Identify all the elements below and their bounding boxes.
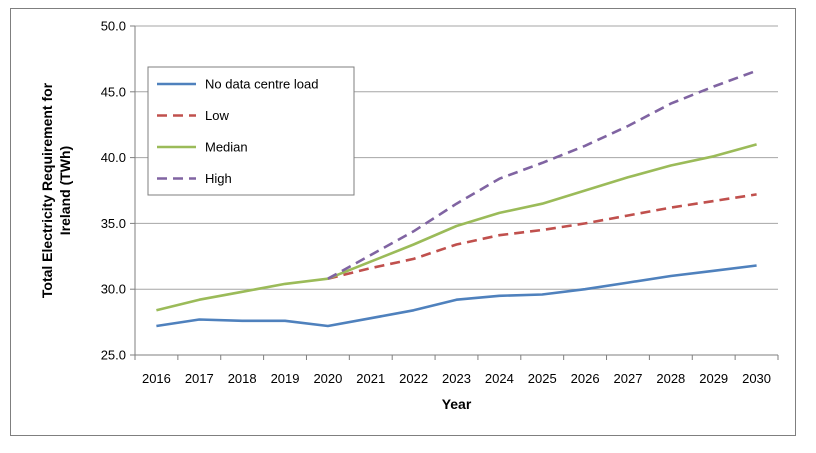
legend: No data centre load Low Median High (147, 66, 355, 196)
x-tick-label: 2019 (271, 371, 300, 386)
legend-label-2: Median (205, 140, 248, 155)
x-tick-label: 2029 (699, 371, 728, 386)
x-axis-title: Year (442, 396, 472, 412)
y-tick-label: 30.0 (101, 282, 126, 297)
series-line-0 (156, 264, 757, 328)
x-tick-label: 2018 (228, 371, 257, 386)
x-tick-label: 2027 (614, 371, 643, 386)
x-tick-label: 2026 (571, 371, 600, 386)
x-tick-label: 2023 (442, 371, 471, 386)
chart-frame (10, 8, 796, 436)
legend-label-0: No data centre load (205, 77, 318, 92)
y-tick-label: 35.0 (101, 216, 126, 231)
x-tick-label: 2025 (528, 371, 557, 386)
x-tick-label: 2020 (313, 371, 342, 386)
x-tick-labels: 2016 2017 2018 2019 2020 2021 2022 2023 2024 2025… (134, 355, 779, 386)
x-tick-label: 2030 (742, 371, 771, 386)
y-tick-label: 40.0 (101, 150, 126, 165)
series-lines (156, 69, 758, 328)
x-tick-label: 2028 (656, 371, 685, 386)
series-line-3 (327, 69, 758, 280)
x-tick-label: 2017 (185, 371, 214, 386)
x-tick-label: 2022 (399, 371, 428, 386)
legend-box (147, 66, 355, 196)
x-tick-label: 2021 (356, 371, 385, 386)
series-line-1 (327, 193, 757, 280)
y-tick-label: 50.0 (101, 19, 126, 34)
y-tick-label: 45.0 (101, 84, 126, 99)
y-tick-label: 25.0 (101, 348, 126, 363)
y-axis-title: Total Electricity Requirement for Irelan… (39, 82, 73, 298)
y-axis-title-line-1: Total Electricity Requirement for (39, 82, 55, 298)
x-tick-label: 2016 (142, 371, 171, 386)
legend-label-1: Low (205, 108, 229, 123)
y-tick-labels: 25.0 30.0 35.0 40.0 45.0 50.0 (101, 19, 135, 363)
y-axis-title-line-2: Ireland (TWh) (57, 146, 73, 235)
series-line-2 (156, 143, 757, 312)
axes (134, 26, 778, 356)
legend-label-3: High (205, 171, 232, 186)
x-tick-label: 2024 (485, 371, 514, 386)
